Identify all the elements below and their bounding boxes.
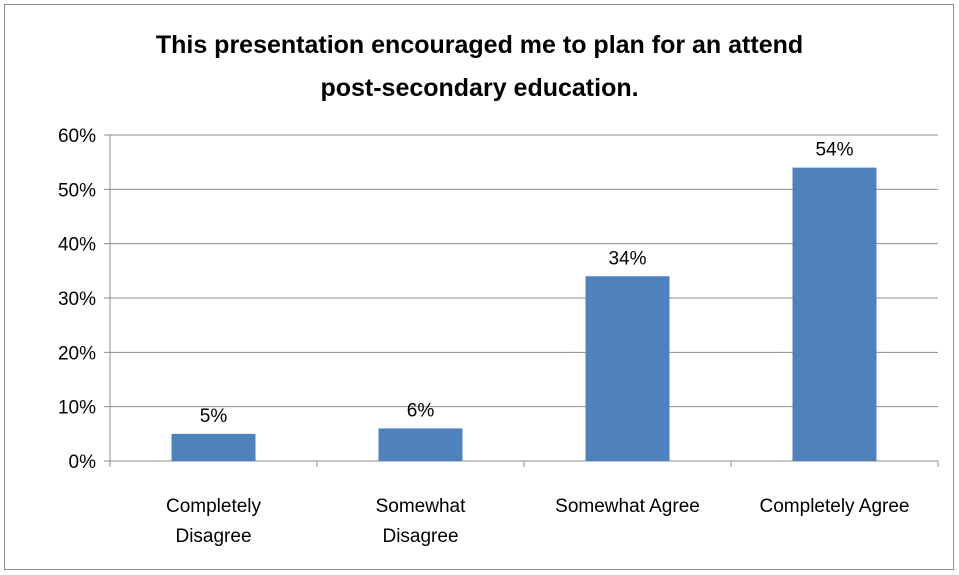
- y-tick-label: 30%: [58, 289, 96, 310]
- bar: [585, 276, 670, 461]
- bar: [171, 433, 256, 461]
- category-label: Somewhat Agree: [555, 496, 700, 517]
- bar: [378, 428, 463, 461]
- data-label: 54%: [815, 140, 853, 161]
- y-tick-label: 40%: [58, 235, 96, 256]
- category-label: Completely: [166, 496, 262, 517]
- chart-title-line-2: post-secondary education.: [320, 74, 639, 102]
- chart-title-line-1: This presentation encouraged me to plan …: [155, 31, 804, 59]
- y-tick-label: 60%: [58, 126, 96, 147]
- data-label: 6%: [407, 400, 435, 421]
- category-label: Disagree: [175, 526, 251, 547]
- bar: [792, 167, 877, 461]
- y-tick-label: 10%: [58, 398, 96, 419]
- data-label: 5%: [200, 406, 228, 427]
- y-tick-label: 0%: [69, 452, 97, 473]
- category-label: Somewhat: [376, 496, 466, 517]
- category-label: Disagree: [382, 526, 458, 547]
- category-label: Completely Agree: [760, 496, 910, 517]
- data-label: 34%: [608, 248, 646, 269]
- y-tick-label: 20%: [58, 343, 96, 364]
- y-tick-label: 50%: [58, 180, 96, 201]
